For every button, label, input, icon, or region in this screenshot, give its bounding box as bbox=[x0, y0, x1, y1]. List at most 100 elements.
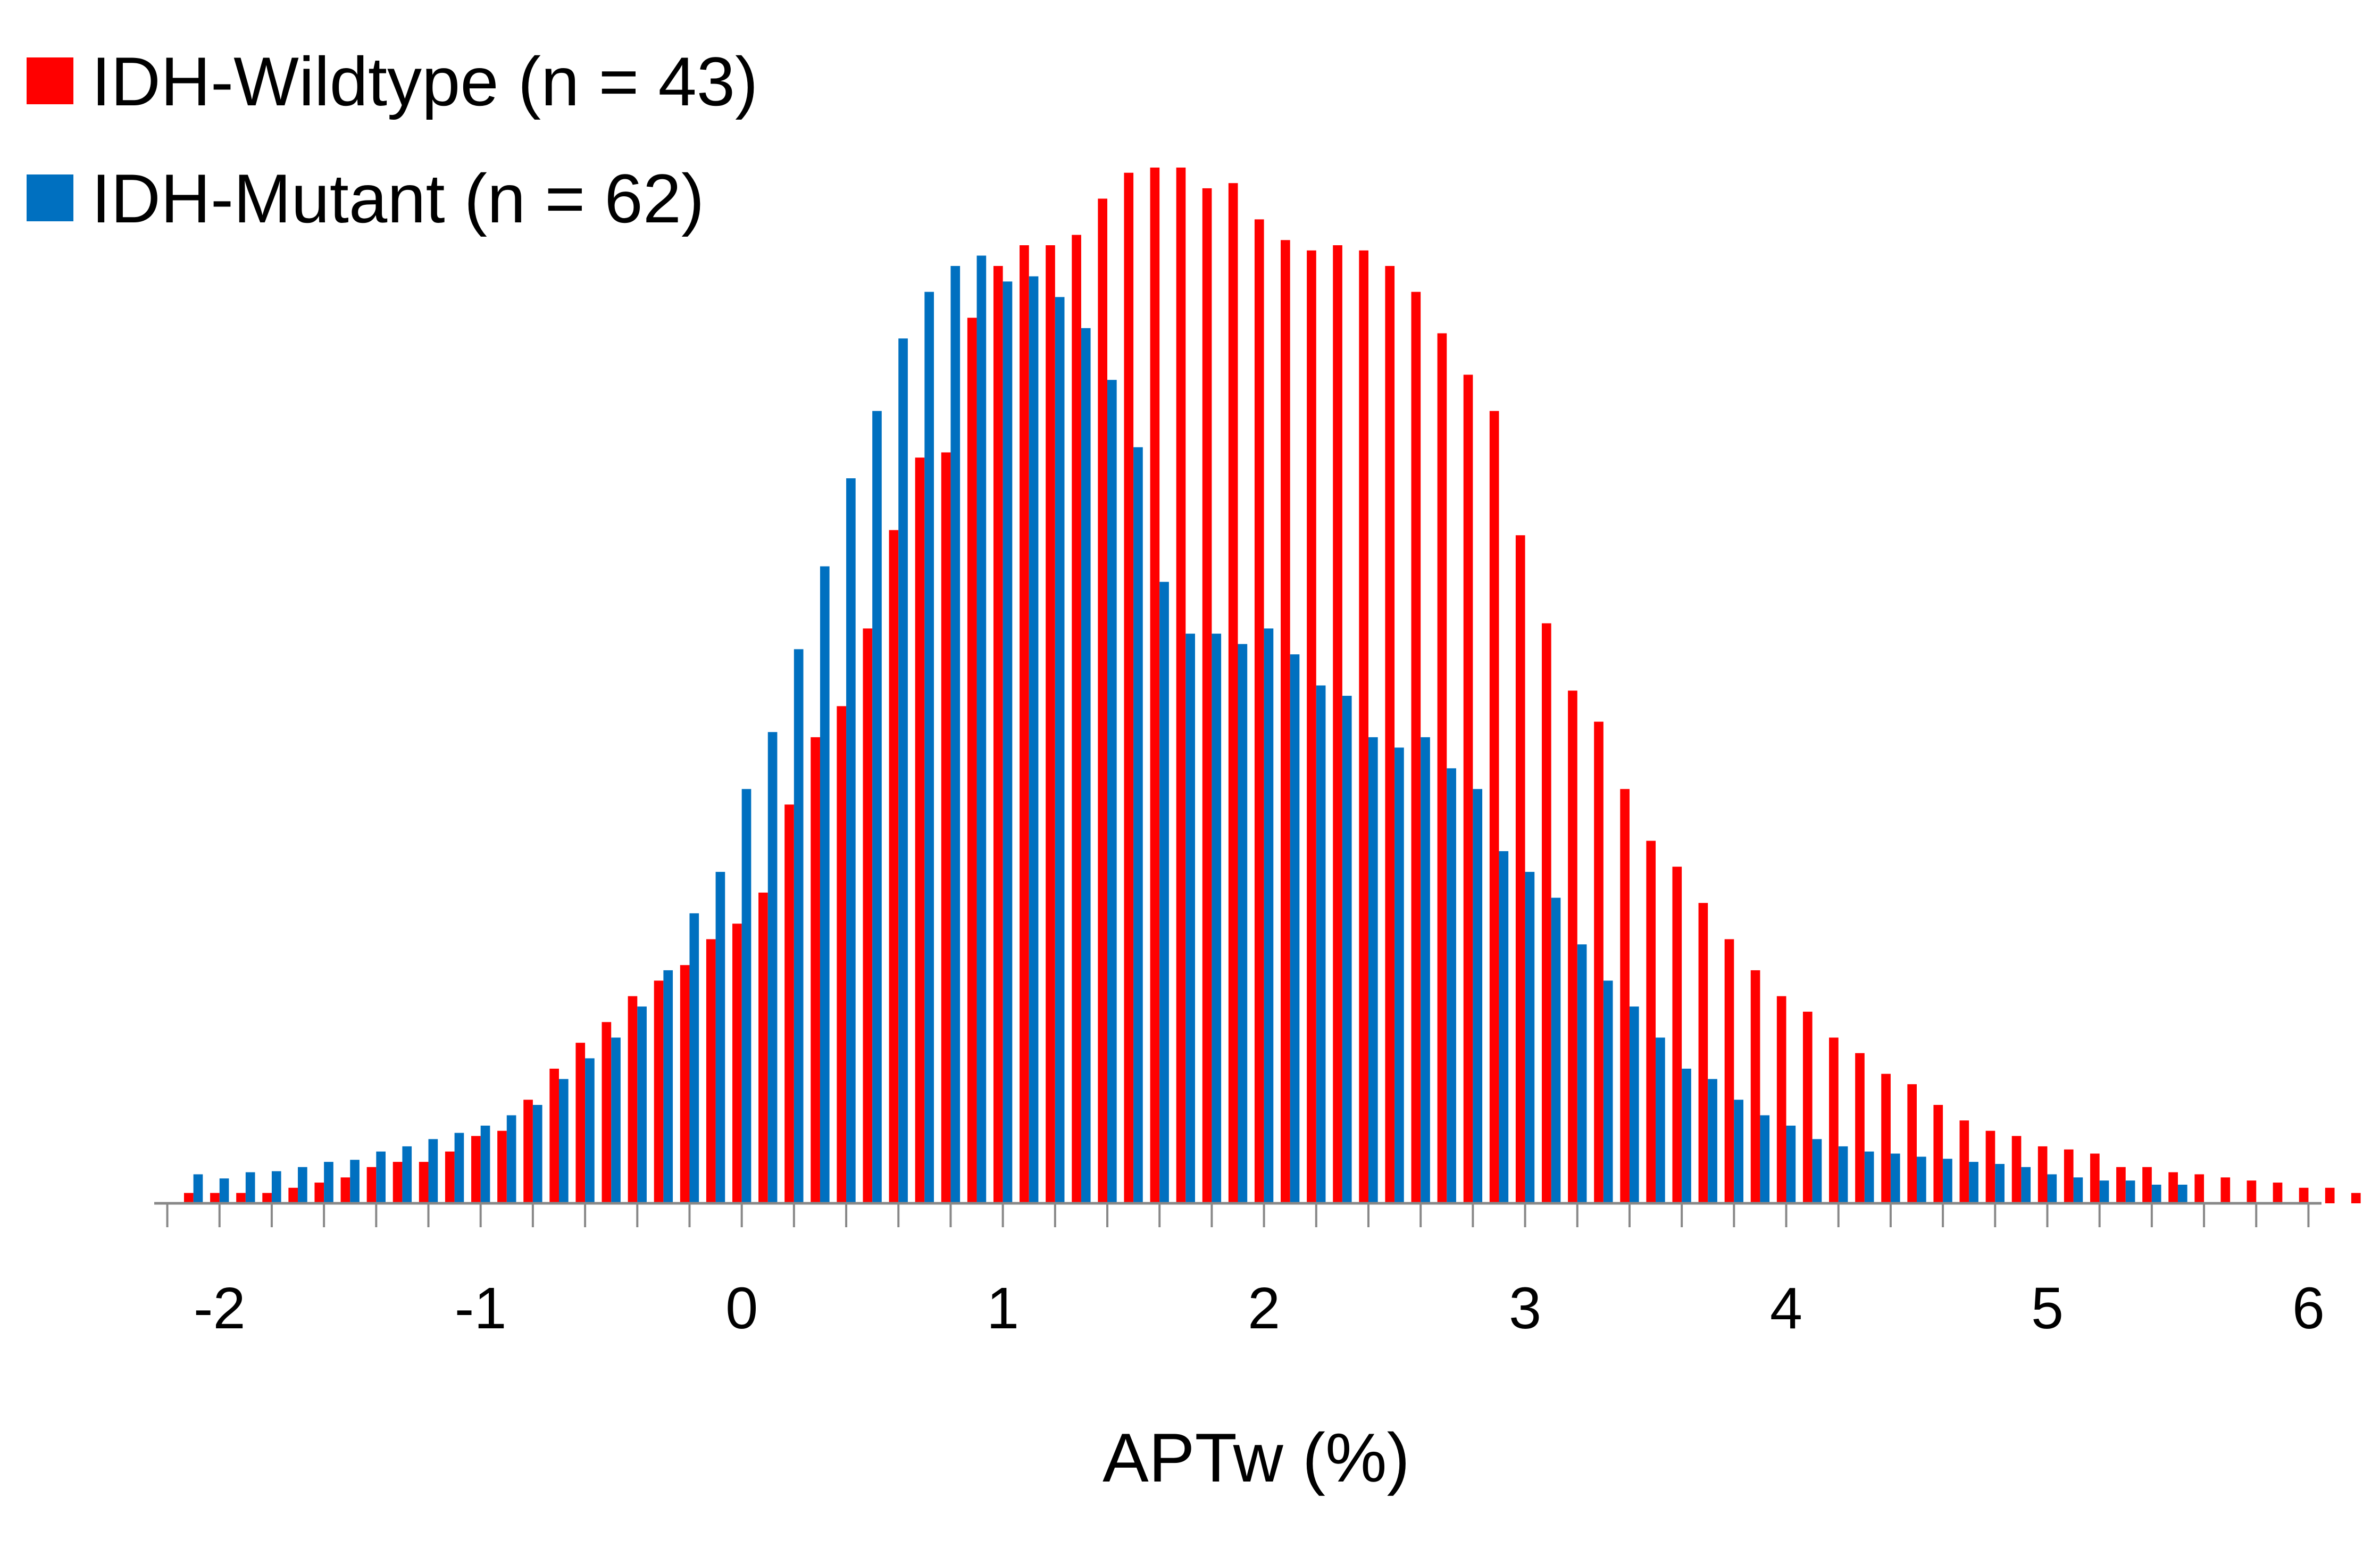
legend-swatch-idh-mutant bbox=[27, 174, 73, 221]
bar-idh-mutant bbox=[924, 292, 934, 1203]
bar-idh-wildtype bbox=[2064, 1149, 2074, 1203]
bar-idh-mutant bbox=[1081, 328, 1091, 1203]
bar-idh-mutant bbox=[324, 1162, 333, 1203]
bar-idh-wildtype bbox=[1385, 265, 1395, 1204]
bar-idh-wildtype bbox=[1881, 1074, 1891, 1204]
bar-idh-mutant bbox=[976, 255, 987, 1203]
bar-idh-mutant bbox=[1368, 737, 1378, 1203]
x-tick-label: 5 bbox=[2031, 1276, 2064, 1341]
bar-idh-wildtype bbox=[811, 737, 820, 1203]
bar-idh-mutant bbox=[2177, 1184, 2187, 1203]
bar-idh-wildtype bbox=[1594, 721, 1604, 1203]
bar-idh-mutant bbox=[898, 338, 908, 1203]
bar-idh-mutant bbox=[454, 1133, 464, 1203]
bar-idh-wildtype bbox=[1437, 333, 1447, 1203]
bar-idh-wildtype bbox=[2325, 1187, 2335, 1203]
bar-idh-wildtype bbox=[602, 1022, 612, 1203]
x-tick-label: 6 bbox=[2292, 1276, 2325, 1341]
bar-idh-wildtype bbox=[1698, 903, 1708, 1203]
bar-idh-wildtype bbox=[2168, 1172, 2178, 1203]
x-tick-label: 0 bbox=[725, 1276, 758, 1341]
bar-idh-mutant bbox=[271, 1171, 281, 1203]
bar-idh-wildtype bbox=[1359, 250, 1368, 1203]
bar-idh-mutant bbox=[2047, 1174, 2057, 1203]
bar-idh-wildtype bbox=[1750, 970, 1760, 1203]
x-tick-label: 4 bbox=[1770, 1276, 1802, 1341]
bar-idh-mutant bbox=[1917, 1156, 1926, 1203]
bar-idh-wildtype bbox=[1176, 168, 1186, 1203]
bar-idh-wildtype bbox=[1072, 235, 1081, 1203]
bar-idh-wildtype bbox=[2273, 1183, 2283, 1203]
bar-idh-wildtype bbox=[2011, 1136, 2022, 1203]
bar-idh-mutant bbox=[298, 1167, 307, 1203]
bar-idh-wildtype bbox=[1124, 172, 1134, 1204]
bar-idh-mutant bbox=[1890, 1153, 1900, 1203]
bar-idh-mutant bbox=[1551, 897, 1561, 1203]
bar-idh-mutant bbox=[1525, 871, 1535, 1203]
x-tick-label: 2 bbox=[1248, 1276, 1280, 1341]
bar-idh-mutant bbox=[950, 265, 961, 1204]
bar-idh-mutant bbox=[1629, 1006, 1639, 1203]
bar-idh-mutant bbox=[1812, 1139, 1822, 1203]
bar-idh-wildtype bbox=[967, 318, 977, 1203]
bar-idh-wildtype bbox=[837, 706, 847, 1203]
legend: IDH-Wildtype (n = 43) IDH-Mutant (n = 62… bbox=[27, 43, 758, 237]
bar-idh-wildtype bbox=[1724, 939, 1734, 1203]
bar-idh-wildtype bbox=[1933, 1105, 1943, 1203]
bar-idh-mutant bbox=[2151, 1184, 2161, 1203]
bar-idh-wildtype bbox=[1150, 168, 1160, 1203]
bar-idh-wildtype bbox=[210, 1193, 220, 1203]
bar-idh-mutant bbox=[402, 1146, 412, 1203]
bar-idh-mutant bbox=[741, 789, 751, 1203]
bar-idh-wildtype bbox=[706, 939, 716, 1203]
bar-idh-wildtype bbox=[1046, 245, 1055, 1203]
bar-idh-mutant bbox=[480, 1125, 490, 1203]
bar-idh-mutant bbox=[1055, 297, 1065, 1204]
bar-idh-wildtype bbox=[1515, 535, 1525, 1204]
bar-idh-mutant bbox=[715, 871, 725, 1203]
bar-idh-mutant bbox=[1969, 1162, 1978, 1203]
bar-idh-mutant bbox=[611, 1037, 621, 1203]
bar-idh-mutant bbox=[2125, 1180, 2135, 1203]
bar-idh-mutant bbox=[794, 649, 804, 1203]
bar-idh-wildtype bbox=[680, 965, 690, 1203]
bar-idh-wildtype bbox=[889, 530, 899, 1204]
bar-idh-mutant bbox=[1786, 1125, 1796, 1203]
bar-idh-wildtype bbox=[1568, 690, 1577, 1203]
bar-idh-wildtype bbox=[2247, 1180, 2257, 1203]
x-tick-label: -1 bbox=[455, 1276, 507, 1341]
bar-idh-wildtype bbox=[628, 996, 638, 1203]
bar-idh-wildtype bbox=[471, 1136, 481, 1203]
x-axis-title: APTw (%) bbox=[1103, 1419, 1410, 1496]
bar-idh-wildtype bbox=[2142, 1167, 2152, 1203]
bar-idh-mutant bbox=[219, 1178, 229, 1203]
bar-idh-wildtype bbox=[288, 1187, 298, 1203]
bar-idh-mutant bbox=[1473, 789, 1483, 1203]
bar-idh-wildtype bbox=[784, 804, 794, 1203]
bar-idh-wildtype bbox=[1307, 250, 1316, 1203]
bar-idh-wildtype bbox=[2116, 1167, 2126, 1203]
bar-idh-wildtype bbox=[262, 1193, 272, 1203]
bar-idh-mutant bbox=[1264, 628, 1274, 1203]
x-tick-label: -2 bbox=[194, 1276, 246, 1341]
bar-idh-mutant bbox=[428, 1139, 438, 1203]
x-tick-label: 1 bbox=[987, 1276, 1019, 1341]
bar-idh-mutant bbox=[1656, 1037, 1665, 1203]
bar-idh-mutant bbox=[1159, 581, 1169, 1203]
bar-idh-wildtype bbox=[1411, 292, 1421, 1203]
legend-label-idh-mutant: IDH-Mutant (n = 62) bbox=[91, 160, 704, 237]
x-tick-label: 3 bbox=[1509, 1276, 1541, 1341]
bar-idh-wildtype bbox=[523, 1100, 533, 1203]
bar-idh-wildtype bbox=[732, 923, 742, 1203]
bar-idh-mutant bbox=[1760, 1115, 1770, 1203]
bar-idh-mutant bbox=[1864, 1151, 1874, 1203]
series-idh-wildtype bbox=[183, 168, 2361, 1204]
bar-idh-wildtype bbox=[1020, 245, 1029, 1203]
bar-idh-mutant bbox=[1029, 276, 1039, 1204]
bar-idh-mutant bbox=[1447, 768, 1456, 1203]
bar-idh-mutant bbox=[2021, 1167, 2031, 1203]
bar-idh-mutant bbox=[1682, 1068, 1691, 1203]
bar-idh-mutant bbox=[1342, 695, 1352, 1203]
bar-idh-wildtype bbox=[1829, 1037, 1839, 1203]
bar-idh-mutant bbox=[1577, 944, 1587, 1203]
